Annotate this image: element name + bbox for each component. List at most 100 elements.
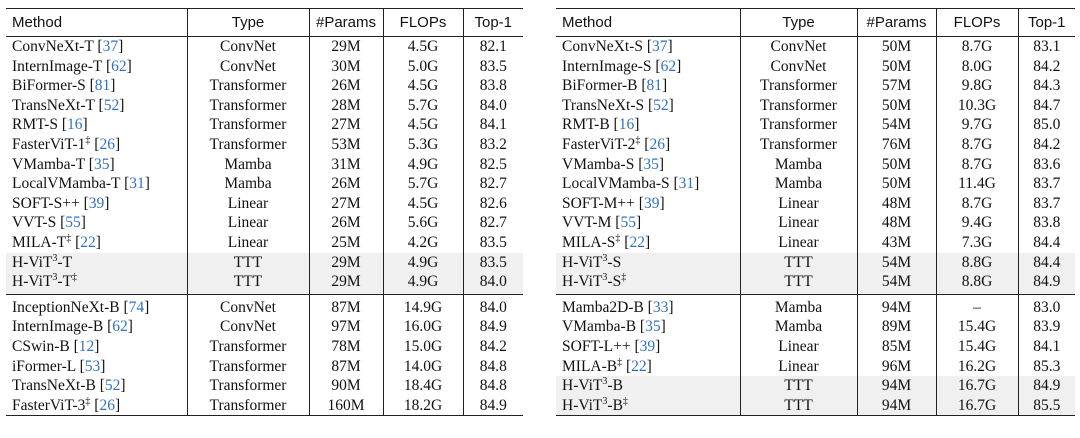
params-cell: 48M [856, 213, 936, 233]
flops-cell: 8.8G [935, 252, 1018, 273]
table-row: H-ViT3-S‡ TTT 54M 8.8G 84.9 [556, 272, 1075, 295]
method-suffix: -B [607, 377, 623, 395]
citation-link: 81 [94, 77, 111, 95]
params-cell: 54M [856, 252, 936, 273]
flops-cell: 4.2G [382, 232, 463, 253]
params-cell: 43M [856, 232, 936, 253]
table-row: VMamba-B [35] Mamba 89M 15.4G 83.9 [556, 317, 1075, 337]
citation-link: 81 [646, 77, 663, 95]
type-cell: TTT [739, 395, 857, 416]
method-name: SOFT-M++ [562, 194, 635, 212]
flops-cell: 8.8G [935, 272, 1018, 295]
type-cell: Linear [739, 193, 857, 214]
top1-cell: 84.8 [462, 356, 523, 377]
method-cell: SOFT-M++ [39] [562, 194, 665, 212]
citation-link: 37 [102, 38, 119, 56]
params-cell: 53M [308, 134, 383, 155]
citation-link: 35 [643, 155, 659, 173]
table-row: SOFT-M++ [39] Linear 48M 8.7G 83.7 [556, 193, 1075, 214]
type-cell: Linear [186, 213, 309, 233]
method-cell: InternImage-B [62] [12, 318, 133, 336]
citation-link: 33 [652, 298, 669, 316]
method-cell: VVT-M [55] [562, 214, 642, 232]
top1-cell: 85.3 [1017, 356, 1075, 377]
top1-cell: 83.6 [1017, 154, 1075, 175]
citation-link: 55 [65, 214, 81, 232]
table-body-right: Method Type #Params FLOPs Top-1 ConvNeXt-S [3… [556, 8, 1075, 416]
params-cell: 90M [308, 376, 383, 396]
top1-cell: 84.8 [462, 376, 523, 396]
method-superscript: 3 [52, 252, 58, 264]
citation-link: 62 [112, 318, 128, 336]
table-body-left: Method Type #Params FLOPs Top-1 ConvNeXt-T [3… [6, 8, 523, 416]
top1-cell: 84.1 [1017, 336, 1075, 357]
flops-cell: 8.7G [935, 36, 1018, 57]
citation-link: 52 [103, 96, 120, 114]
citation-link: 37 [652, 38, 668, 56]
top1-cell: 84.4 [1017, 232, 1075, 253]
flops-cell: 4.5G [382, 193, 463, 214]
top1-cell: 83.5 [462, 56, 523, 77]
params-cell: 31M [308, 154, 383, 175]
method-name: LocalVMamba-T [12, 175, 121, 193]
params-cell: 26M [308, 76, 383, 96]
flops-cell: 16.7G [935, 395, 1018, 416]
method-name: H-ViT [562, 396, 603, 414]
params-cell: 29M [308, 252, 383, 273]
params-cell: 87M [308, 356, 383, 377]
table-row: FasterViT-2‡ [26] Transformer 76M 8.7G 84.2 [556, 134, 1075, 155]
table-row: VVT-M [55] Linear 48M 9.4G 83.8 [556, 213, 1075, 233]
top1-cell: 84.2 [462, 336, 523, 357]
method-name: SOFT-L++ [562, 337, 631, 355]
top1-cell: 83.8 [1017, 213, 1075, 233]
flops-cell: 10.3G [935, 95, 1018, 116]
table-row: ConvNeXt-T [37] ConvNet 29M 4.5G 82.1 [6, 36, 523, 57]
method-cell: MILA-T‡ [22] [12, 232, 101, 251]
params-cell: 27M [308, 193, 383, 214]
type-cell: Transformer [186, 395, 309, 416]
citation-link: 22 [631, 357, 647, 375]
params-cell: 50M [856, 36, 936, 57]
method-cell: FasterViT-2‡ [26] [562, 135, 671, 154]
top1-cell: 84.4 [1017, 252, 1075, 273]
top1-cell: 84.9 [462, 317, 523, 337]
flops-cell: 8.0G [935, 56, 1018, 77]
type-cell: Mamba [739, 174, 857, 194]
flops-cell: 5.0G [382, 56, 463, 77]
citation-link: 12 [78, 337, 95, 355]
column-header: Type [186, 8, 309, 37]
top1-cell: 82.5 [462, 154, 523, 175]
type-cell: ConvNet [186, 36, 309, 57]
method-cell: BiFormer-S [81] [12, 77, 116, 95]
citation-link: 39 [643, 194, 660, 212]
method-cell: H-ViT3-B [556, 376, 740, 396]
top1-cell: 84.0 [462, 272, 523, 295]
type-cell: Transformer [186, 356, 309, 377]
table-row: InternImage-B [62] ConvNet 97M 16.0G 84.9 [6, 317, 523, 337]
params-cell: 85M [856, 336, 936, 357]
column-header: Type [739, 8, 857, 37]
table-row: MILA-T‡ [22] Linear 25M 4.2G 83.5 [6, 232, 523, 253]
top1-cell: 84.0 [462, 95, 523, 116]
params-cell: 89M [856, 317, 936, 337]
top1-cell: 83.9 [1017, 317, 1075, 337]
table-row: FasterViT-3‡ [26] Transformer 160M 18.2G 84.… [6, 395, 523, 416]
citation-link: 22 [629, 233, 645, 251]
type-cell: Linear [739, 213, 857, 233]
method-cell: TransNeXt-S [52] [562, 96, 674, 114]
type-cell: Linear [739, 336, 857, 357]
method-name: CSwin-B [12, 337, 70, 355]
top1-cell: 83.1 [1017, 36, 1075, 57]
flops-cell: 9.4G [935, 213, 1018, 233]
column-header: #Params [308, 8, 383, 37]
top1-cell: 84.2 [1017, 56, 1075, 77]
flops-cell: 16.2G [935, 356, 1018, 377]
top1-cell: 82.6 [462, 193, 523, 214]
params-cell: 78M [308, 336, 383, 357]
method-cell: TransNeXt-T [52] [12, 96, 125, 114]
citation-link: 55 [620, 214, 636, 232]
citation-link: 22 [80, 233, 96, 251]
table-row: Mamba2D-B [33] Mamba 94M –83.0 [556, 294, 1075, 318]
table-row: ConvNeXt-S [37] ConvNet 50M 8.7G 83.1 [556, 36, 1075, 57]
type-cell: Transformer [739, 76, 857, 96]
